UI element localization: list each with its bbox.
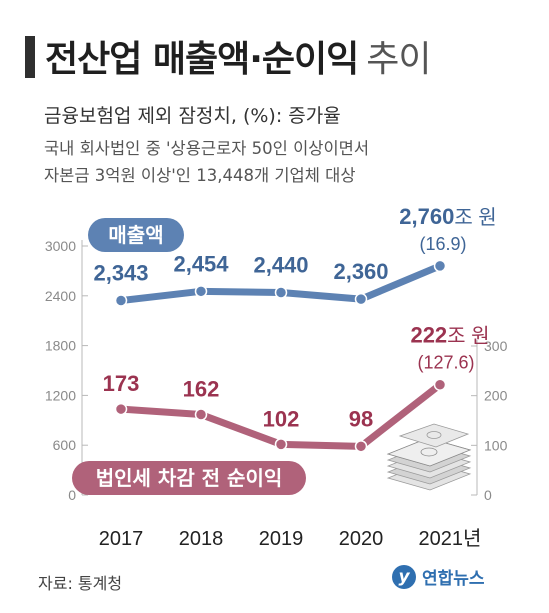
profit-point xyxy=(433,378,447,391)
x-axis-label: 2018 xyxy=(179,528,224,550)
profit-legend-label: 법인세 차감 전 순이익 xyxy=(96,466,283,490)
money-stack-part xyxy=(386,437,472,467)
logo-text: 연합뉴스 xyxy=(422,569,485,589)
source-note: 자료: 통계청 xyxy=(38,574,123,593)
right-axis-tick-label: 200 xyxy=(484,388,508,404)
sales-point xyxy=(433,259,447,273)
profit-data-label: 162 xyxy=(183,377,220,402)
profit-point xyxy=(354,440,368,453)
yonhap-logo: y 연합뉴스 xyxy=(392,564,485,589)
profit-data-label: 102 xyxy=(263,406,300,431)
profit-point xyxy=(274,438,288,451)
profit-data-label-unit: 조 원 xyxy=(447,325,489,348)
profit-legend-tag xyxy=(72,461,306,495)
money-stack-part xyxy=(398,423,470,448)
sales-data-label: 2,440 xyxy=(253,252,308,277)
sales-data-label-value: 2,760 xyxy=(399,204,454,229)
x-axis-label: 2021년 xyxy=(419,527,482,550)
right-axis-tick-label: 0 xyxy=(484,487,492,503)
profit-data-label-value: 222 xyxy=(410,323,447,348)
left-axis-tick-label: 0 xyxy=(68,487,76,503)
note-line-2: 자본금 3억원 이상'인 13,448개 기업체 대상 xyxy=(44,166,356,185)
logo-mark-icon: y xyxy=(392,564,416,589)
left-axis-tick-label: 600 xyxy=(53,437,77,453)
money-stack-part xyxy=(426,431,442,439)
profit-point xyxy=(194,408,208,421)
x-axis-label: 2020 xyxy=(339,528,384,550)
x-axis-label: 2017 xyxy=(99,528,144,550)
sales-data-label: 2,343 xyxy=(93,261,148,286)
x-axis-label: 2019 xyxy=(259,528,304,550)
money-stack-part xyxy=(420,447,438,457)
title-main: 전산업 매출액·순이익 xyxy=(45,39,359,80)
chart-note: 국내 회사법인 중 '상용근로자 50인 이상이면서 자본금 3억원 이상'인 … xyxy=(44,135,369,189)
sales-legend-label: 매출액 xyxy=(108,223,163,247)
note-line-1: 국내 회사법인 중 '상용근로자 50인 이상이면서 xyxy=(44,139,369,158)
title-accent-bar xyxy=(25,36,35,78)
profit-point xyxy=(114,402,128,416)
sales-data-label-unit: 조 원 xyxy=(454,206,496,229)
sales-point xyxy=(354,292,368,306)
money-stack-icon xyxy=(386,423,472,491)
title-suffix: 추이 xyxy=(366,39,431,80)
left-axis-tick-label: 2400 xyxy=(45,288,76,304)
right-axis-tick-label: 300 xyxy=(484,338,508,354)
left-axis-tick-label: 3000 xyxy=(45,238,76,254)
sales-data-label-last: 2,760조 원 xyxy=(399,204,496,229)
sales-data-label: 2,360 xyxy=(333,259,388,284)
profit-data-label-last: 222조 원 xyxy=(410,323,489,348)
profit-data-label: 173 xyxy=(103,371,140,396)
sales-point xyxy=(194,285,208,298)
left-axis-tick-label: 1200 xyxy=(45,387,76,403)
right-axis-tick-label: 100 xyxy=(484,437,508,453)
left-axis-tick-label: 1800 xyxy=(45,338,76,354)
chart-title: 전산업 매출액·순이익 추이 xyxy=(45,30,432,82)
sales-point xyxy=(274,286,288,299)
sales-data-label: 2,454 xyxy=(173,251,229,276)
sales-legend-tag xyxy=(88,218,184,252)
chart-subtitle: 금융보험업 제외 잠정치, (%): 증가율 xyxy=(44,105,341,127)
profit-data-label: 98 xyxy=(349,406,373,431)
sales-growth-label: (16.9) xyxy=(419,234,466,254)
profit-growth-label: (127.6) xyxy=(417,353,474,373)
sales-point xyxy=(114,294,128,307)
